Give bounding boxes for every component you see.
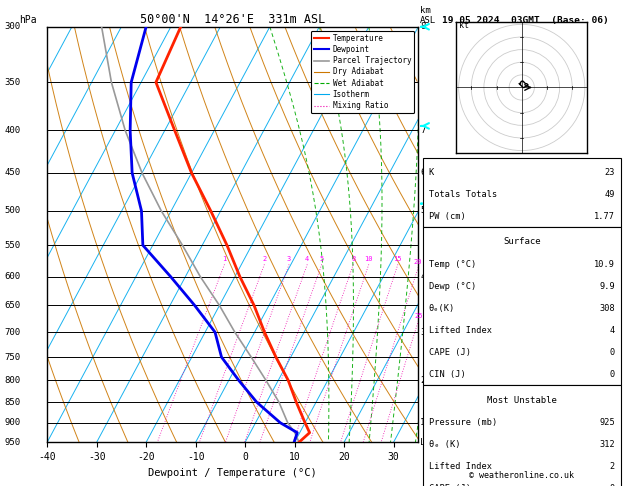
Text: 550: 550 [4,241,21,250]
Text: hPa: hPa [19,15,37,25]
Text: 400: 400 [4,126,21,135]
Text: 900: 900 [4,418,21,427]
Text: K: K [428,168,434,177]
Text: 1: 1 [420,418,425,427]
Text: Temp (°C): Temp (°C) [428,260,476,269]
Text: 925: 925 [599,418,615,428]
Text: 15: 15 [394,256,402,262]
Bar [423,158,621,227]
Bar [423,227,621,385]
Text: 600: 600 [4,272,21,281]
Text: 1: 1 [222,256,226,262]
Text: 10: 10 [365,256,373,262]
Text: kt: kt [459,21,469,30]
Text: Totals Totals: Totals Totals [428,190,497,199]
Text: 4: 4 [610,326,615,335]
Text: 3: 3 [420,328,425,337]
Text: 450: 450 [4,168,21,177]
Text: θₑ (K): θₑ (K) [428,440,460,450]
Text: 700: 700 [4,328,21,337]
Text: 312: 312 [599,440,615,450]
Text: 4: 4 [305,256,309,262]
Text: 7: 7 [420,126,425,135]
Text: 2: 2 [610,462,615,471]
Text: PW (cm): PW (cm) [428,211,465,221]
Text: Lifted Index: Lifted Index [428,326,492,335]
Text: 23: 23 [604,168,615,177]
Text: Dewp (°C): Dewp (°C) [428,282,476,291]
Text: Lifted Index: Lifted Index [428,462,492,471]
Text: 0: 0 [610,485,615,486]
Text: 350: 350 [4,78,21,87]
Text: 950: 950 [4,438,21,447]
Text: Most Unstable: Most Unstable [487,396,557,405]
Text: 0: 0 [610,348,615,357]
Text: 5: 5 [320,256,324,262]
Text: LCL: LCL [420,438,437,447]
Text: 500: 500 [4,207,21,215]
Text: Pressure (mb): Pressure (mb) [428,418,497,428]
Text: 300: 300 [4,22,21,31]
Text: 5: 5 [420,207,425,215]
Text: 8: 8 [420,22,425,31]
Text: 49: 49 [604,190,615,199]
Text: 850: 850 [4,398,21,407]
Text: CIN (J): CIN (J) [428,370,465,379]
Text: 1.77: 1.77 [594,211,615,221]
Text: 2: 2 [262,256,267,262]
Text: 6: 6 [420,168,425,177]
Text: 10.9: 10.9 [594,260,615,269]
Title: 50°00'N  14°26'E  331m ASL: 50°00'N 14°26'E 331m ASL [140,13,325,26]
Text: Mixing Ratio (g/kg): Mixing Ratio (g/kg) [445,183,454,286]
Text: 3: 3 [287,256,291,262]
Text: θₑ(K): θₑ(K) [428,304,455,313]
Text: © weatheronline.co.uk: © weatheronline.co.uk [469,470,574,480]
Text: 308: 308 [599,304,615,313]
Text: km
ASL: km ASL [420,6,437,25]
Text: 750: 750 [4,352,21,362]
Text: 800: 800 [4,376,21,385]
Text: 25: 25 [414,313,423,319]
Legend: Temperature, Dewpoint, Parcel Trajectory, Dry Adiabat, Wet Adiabat, Isotherm, Mi: Temperature, Dewpoint, Parcel Trajectory… [311,31,415,113]
Text: 9.9: 9.9 [599,282,615,291]
Text: 19.05.2024  03GMT  (Base: 06): 19.05.2024 03GMT (Base: 06) [442,16,609,25]
X-axis label: Dewpoint / Temperature (°C): Dewpoint / Temperature (°C) [148,468,317,478]
Text: 2: 2 [420,376,425,385]
Text: Surface: Surface [503,238,540,246]
Text: 650: 650 [4,301,21,310]
Bar [423,385,621,486]
Text: 20: 20 [414,259,423,265]
Text: CAPE (J): CAPE (J) [428,485,470,486]
Text: 0: 0 [610,370,615,379]
Text: 8: 8 [351,256,355,262]
Text: 4: 4 [420,272,425,281]
Text: CAPE (J): CAPE (J) [428,348,470,357]
